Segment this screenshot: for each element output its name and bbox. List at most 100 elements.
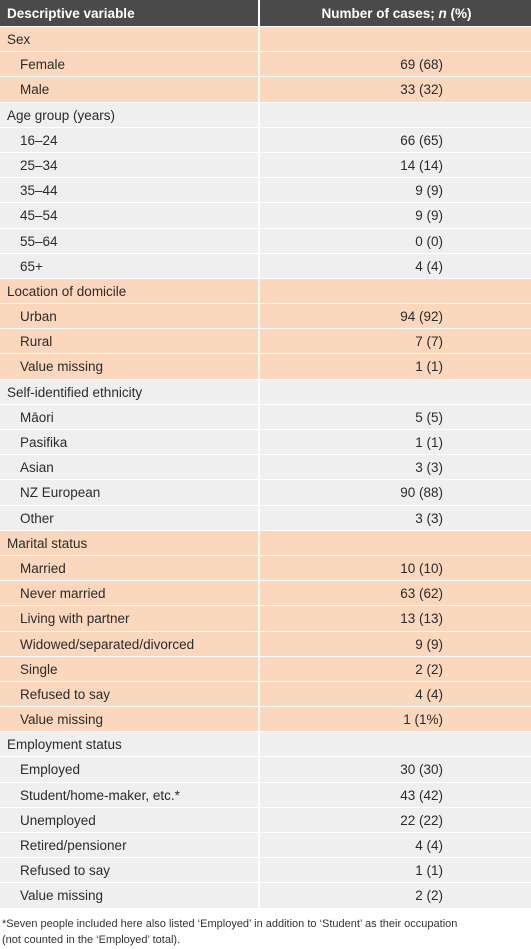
table-row: Refused to say 1 (1) [0, 858, 531, 884]
row-value: 3 (3) [415, 460, 443, 476]
table-row: Never married 63 (62) [0, 581, 531, 607]
section-header-row: Self-identified ethnicity [0, 379, 531, 405]
row-value: 43 (42) [400, 787, 443, 803]
section-title: Sex [0, 27, 260, 52]
table-row: Widowed/separated/divorced 9 (9) [0, 631, 531, 657]
row-value: 9 (9) [415, 183, 443, 199]
section-title: Marital status [0, 530, 260, 555]
row-label: 55–64 [0, 228, 260, 253]
section-value-empty [262, 380, 531, 404]
table-row: Urban 94 (92) [0, 304, 531, 330]
row-value: 0 (0) [415, 233, 443, 249]
row-label: Never married [0, 581, 260, 606]
section-value-empty [262, 103, 531, 127]
row-label: Single [0, 656, 260, 681]
table-row: Pasifika 1 (1) [0, 430, 531, 456]
row-label: 45–54 [0, 203, 260, 228]
row-label: Pasifika [0, 430, 260, 455]
row-value: 30 (30) [400, 762, 443, 778]
section-title: Employment status [0, 732, 260, 757]
row-value: 5 (5) [415, 409, 443, 425]
footnote-line-2: (not counted in the ‘Employed’ total). [2, 934, 181, 946]
row-label: Unemployed [0, 807, 260, 832]
row-label: Rural [0, 329, 260, 354]
table-row: 16–24 66 (65) [0, 127, 531, 153]
table-row: NZ European 90 (88) [0, 480, 531, 506]
row-value: 1 (1%) [403, 712, 443, 728]
section-title: Location of domicile [0, 278, 260, 304]
row-label: NZ European [0, 480, 260, 505]
table-row: Living with partner 13 (13) [0, 606, 531, 632]
table-row: Refused to say 4 (4) [0, 681, 531, 708]
table-header-row: Descriptive variable Number of cases; n … [0, 0, 531, 27]
section-value-empty [262, 531, 531, 555]
table-row: Unemployed 22 (22) [0, 807, 531, 833]
row-label: Married [0, 555, 260, 581]
table-row: Married 10 (10) [0, 555, 531, 582]
section-title: Self-identified ethnicity [0, 379, 260, 404]
section-header-row: Age group (years) [0, 102, 531, 128]
header-col2-n: n [438, 6, 447, 21]
row-value: 2 (2) [415, 888, 443, 904]
section-value-empty [262, 732, 531, 756]
row-label: Value missing [0, 707, 260, 732]
row-value: 90 (88) [400, 485, 443, 501]
section-header-row: Employment status [0, 732, 531, 758]
data-table: Descriptive variable Number of cases; n … [0, 0, 531, 909]
table-row: 45–54 9 (9) [0, 203, 531, 229]
row-label: Widowed/separated/divorced [0, 631, 260, 656]
table-row: Student/home-maker, etc.* 43 (42) [0, 782, 531, 808]
section-header-row: Sex [0, 27, 531, 53]
row-value: 63 (62) [400, 586, 443, 602]
row-label: Refused to say [0, 681, 260, 707]
row-value: 7 (7) [415, 334, 443, 350]
header-descriptive-variable: Descriptive variable [0, 0, 260, 26]
row-value: 1 (1) [415, 359, 443, 375]
row-label: 35–44 [0, 178, 260, 203]
table-footnote: *Seven people included here also listed … [2, 916, 527, 948]
section-header-row: Location of domicile [0, 278, 531, 305]
row-value: 13 (13) [400, 611, 443, 627]
row-value: 14 (14) [400, 157, 443, 173]
table-row: 65+ 4 (4) [0, 253, 531, 279]
row-value: 4 (4) [415, 686, 443, 702]
table-row: 55–64 0 (0) [0, 228, 531, 254]
row-label: Value missing [0, 354, 260, 379]
row-label: Retired/pensioner [0, 833, 260, 858]
row-value: 10 (10) [400, 560, 443, 576]
section-title: Age group (years) [0, 102, 260, 127]
section-value-empty [262, 279, 531, 303]
footnote-line-1: *Seven people included here also listed … [2, 918, 458, 930]
row-value: 9 (9) [415, 208, 443, 224]
row-label: Female [0, 52, 260, 77]
table-row: Retired/pensioner 4 (4) [0, 833, 531, 859]
row-label: Refused to say [0, 858, 260, 883]
table-row: Māori 5 (5) [0, 404, 531, 430]
row-value: 3 (3) [415, 510, 443, 526]
header-col2-suffix: (%) [446, 6, 472, 21]
table-row: Value missing 1 (1%) [0, 707, 531, 733]
table-row: 35–44 9 (9) [0, 178, 531, 204]
table-row: Asian 3 (3) [0, 455, 531, 481]
row-label: Employed [0, 757, 260, 782]
row-label: 65+ [0, 253, 260, 278]
row-value: 69 (68) [400, 57, 443, 73]
row-value: 4 (4) [415, 258, 443, 274]
table-row: Single 2 (2) [0, 656, 531, 682]
row-label: Living with partner [0, 606, 260, 631]
table-body: Sex Female 69 (68) Male 33 (32) Age group (ye… [0, 27, 531, 909]
header-col2-prefix: Number of cases; [321, 6, 439, 21]
row-value: 2 (2) [415, 661, 443, 677]
table-row: Value missing 1 (1) [0, 354, 531, 380]
row-value: 1 (1) [415, 863, 443, 879]
row-label: Māori [0, 404, 260, 429]
table-row: Value missing 2 (2) [0, 883, 531, 909]
row-value: 1 (1) [415, 435, 443, 450]
row-value: 66 (65) [400, 132, 443, 148]
row-label: Value missing [0, 883, 260, 908]
table-row: Employed 30 (30) [0, 757, 531, 783]
row-value: 94 (92) [400, 309, 443, 325]
row-label: Asian [0, 455, 260, 480]
section-value-empty [262, 27, 531, 51]
row-value: 33 (32) [400, 82, 443, 98]
